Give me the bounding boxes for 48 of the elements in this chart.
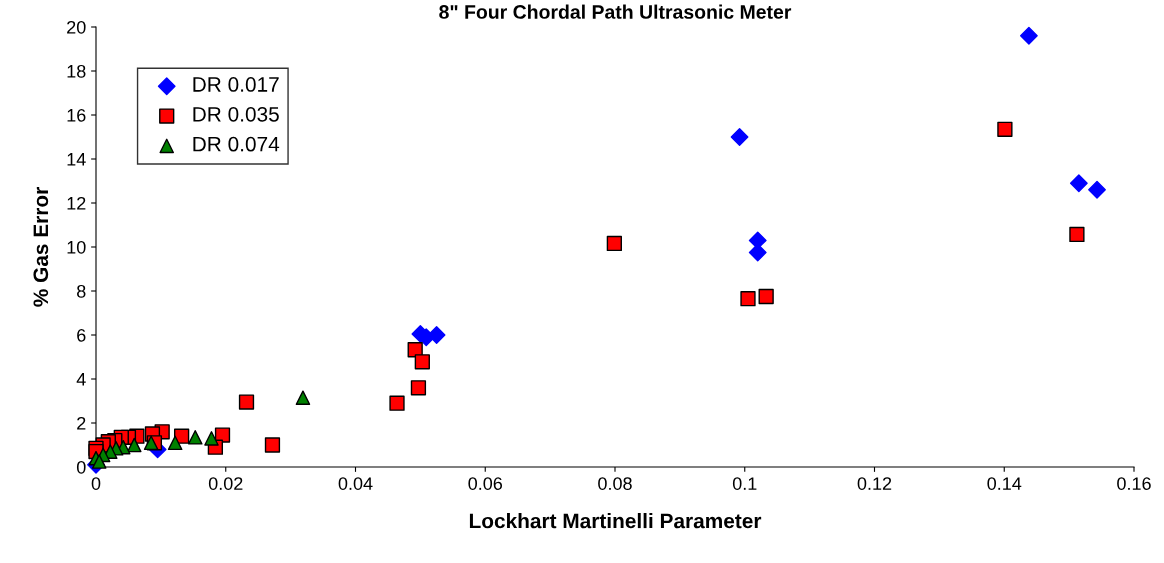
y-tick-label: 12 — [67, 196, 86, 210]
point — [414, 354, 430, 370]
point — [758, 288, 774, 305]
y-tick-label: 10 — [67, 240, 86, 254]
y-tick-label: 0 — [76, 460, 86, 474]
point — [264, 437, 281, 453]
point — [238, 394, 255, 410]
point — [997, 121, 1013, 137]
y-tick-label: 2 — [77, 416, 86, 430]
x-tick-label: 0 — [91, 477, 101, 490]
y-tick-label: 16 — [67, 108, 86, 122]
point — [295, 390, 311, 405]
point — [740, 291, 756, 307]
point — [187, 430, 203, 445]
y-tick-label: 8 — [77, 284, 86, 298]
point — [1088, 180, 1106, 199]
point — [143, 435, 159, 451]
x-tick-label: 0.02 — [208, 477, 243, 490]
y-tick-label: 4 — [76, 373, 86, 386]
x-tick-label: 0.1 — [732, 477, 757, 490]
point — [1069, 226, 1085, 243]
y-tick-label: 18 — [67, 64, 86, 78]
point — [1069, 174, 1088, 193]
y-tick-label: 14 — [67, 153, 86, 166]
x-tick-label: 0.08 — [598, 477, 632, 490]
point — [606, 235, 622, 252]
point — [214, 427, 231, 443]
point — [389, 395, 405, 411]
legend-label: DR 0.074 — [193, 136, 280, 152]
point — [126, 437, 142, 453]
y-tick-label: 20 — [67, 20, 86, 34]
y-axis-title: % Gas Error — [33, 187, 49, 307]
x-tick-label: 0.16 — [1117, 477, 1151, 490]
x-tick-label: 0.12 — [857, 477, 892, 490]
y-tick-label: 6 — [77, 328, 86, 342]
x-tick-label: 0.06 — [468, 477, 503, 490]
legend-label: DR 0.035 — [193, 106, 279, 122]
point — [410, 380, 427, 396]
point — [91, 454, 107, 469]
x-axis-title: Lockhart Martinelli Parameter — [469, 513, 762, 529]
point — [204, 431, 219, 446]
point — [730, 128, 749, 146]
point — [1019, 26, 1038, 45]
x-tick-label: 0.04 — [338, 477, 373, 490]
chart-title: 8" Four Chordal Path Ultrasonic Meter — [439, 4, 792, 19]
x-tick-label: 0.14 — [987, 477, 1022, 490]
point — [167, 435, 183, 451]
legend-label: DR 0.017 — [193, 77, 279, 92]
